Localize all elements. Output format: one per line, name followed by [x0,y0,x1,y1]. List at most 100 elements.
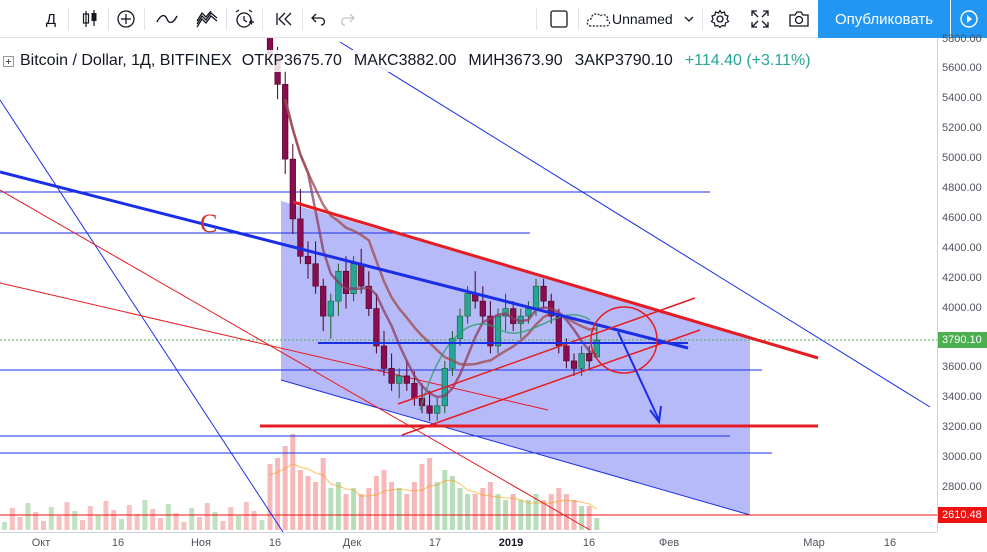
time-tick: 2019 [498,537,524,549]
legend: Bitcoin / Dollar, 1Д, BITFINEX ОТКР 3675.… [0,50,825,72]
volume-bar [9,508,15,530]
play-button[interactable] [950,0,987,38]
volume-bar [197,517,202,530]
replay-icon[interactable] [270,0,298,38]
toolbar-divider [262,8,263,30]
line-chart-icon[interactable] [152,0,182,38]
current-price-badge: 3790.10 [938,332,987,348]
candle-body [525,308,532,317]
volume-bar [411,482,417,530]
volume-bar [165,504,171,530]
volume-bar [396,488,402,530]
candle-body [388,368,395,384]
volume-bar [158,518,163,530]
layout-name[interactable]: Unnamed [612,11,673,27]
toolbar-divider [578,8,579,30]
candle-body [487,315,494,347]
volume-bar [150,509,156,530]
volume-bar [457,488,463,530]
time-axis[interactable]: Окт 16 Ноя 16 Дек 17 2019 16 Фев Мар 16 [0,532,937,552]
price-tick: 3400.00 [942,391,982,404]
volume-bar [56,516,62,530]
candle-body [532,285,540,309]
volume-bar [189,508,195,530]
price-tick: 4600.00 [942,211,982,224]
play-icon [960,10,978,28]
price-tick: 4200.00 [942,271,982,284]
diag-red-thin-2 [0,282,549,411]
volume-bar [173,513,179,530]
volume-bar [449,476,455,530]
volume-bar [220,521,226,530]
cloud-icon[interactable] [584,0,612,38]
volume-bar [111,510,117,530]
volume-bar [275,458,281,530]
volume-bar [586,506,592,530]
volume-ma-line [269,463,598,510]
add-indicator-icon[interactable] [112,0,140,38]
volume-bar [134,514,140,530]
price-tick: 5800.00 [942,32,982,45]
volume-bar [48,507,54,530]
volume-bar [313,482,319,530]
publish-button[interactable]: Опубликовать [818,0,950,38]
candle-body [335,270,342,302]
price-tick: 3000.00 [942,451,982,464]
candle-body [320,285,327,317]
candle-body [373,308,380,347]
legend-open-label: ОТКР [241,52,285,69]
volume-bar [243,502,249,530]
candle-body [578,353,585,369]
diag-blue-right [339,41,931,408]
redo-icon[interactable] [334,0,360,38]
candle-body [282,84,289,160]
volume-bar [381,470,387,530]
volume-bar [305,476,311,530]
chart-canvas[interactable]: C [0,38,987,552]
volume-bar [563,494,569,530]
legend-symbol: Bitcoin / Dollar, 1Д, BITFINEX [20,52,232,69]
snapshot-icon[interactable] [784,0,814,38]
candle-body [563,345,570,362]
toolbar-divider [536,8,537,30]
legend-close: 3790.10 [614,52,673,69]
volume-bar [2,522,7,530]
candle-body [312,263,319,287]
trendline-red-rising-1 [401,329,701,436]
arrow-head [649,405,662,425]
settings-icon[interactable] [706,0,734,38]
interval-button[interactable]: Д [45,10,57,28]
volume-bar [495,494,501,530]
moving-average-slow [283,98,597,366]
volume-bar [434,482,440,530]
legend-close-label: ЗАКР [574,52,615,69]
undo-icon[interactable] [306,0,332,38]
indicators-icon[interactable] [192,0,222,38]
volume-bar [419,464,425,530]
alert-icon[interactable] [230,0,258,38]
volume-bar [373,476,379,530]
legend-change: +114.40 (+3.11%) [684,52,811,69]
candles-icon[interactable] [76,0,104,38]
candle-body [403,375,410,384]
volume-bar [236,516,241,530]
volume-bar [579,506,585,530]
candle-body [494,315,502,347]
time-tick: Окт [31,537,51,549]
chevron-down-icon[interactable] [682,0,696,38]
price-axis[interactable]: 5800.00 5600.00 5400.00 5200.00 5000.00 4800.… [937,33,987,532]
candle-body [426,405,433,414]
volume-bar [95,515,101,530]
volume-bar [259,520,265,530]
toolbar-divider [108,8,109,30]
legend-high: 3882.00 [398,52,457,69]
price-tick: 5200.00 [942,122,982,135]
time-tick: Дек [342,537,362,549]
candle-body [434,405,441,414]
fullscreen-icon[interactable] [746,0,774,38]
volume-bar [548,494,554,530]
descending-channel-fill [281,201,750,515]
collapse-legend-icon[interactable] [3,55,14,67]
volume-bar [72,511,78,530]
layout-square-icon[interactable] [544,0,574,38]
